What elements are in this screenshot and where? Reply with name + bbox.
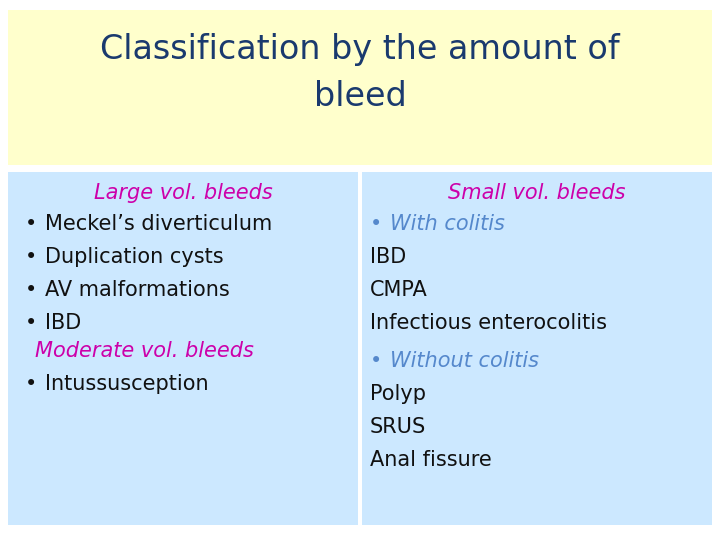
Text: •: •	[25, 374, 37, 394]
Text: Infectious enterocolitis: Infectious enterocolitis	[370, 313, 607, 333]
Text: With colitis: With colitis	[390, 214, 505, 234]
Text: Intussusception: Intussusception	[45, 374, 209, 394]
Text: •: •	[25, 247, 37, 267]
Text: SRUS: SRUS	[370, 417, 426, 437]
FancyBboxPatch shape	[362, 172, 712, 525]
Text: IBD: IBD	[45, 313, 81, 333]
Text: Classification by the amount of: Classification by the amount of	[100, 33, 620, 66]
Text: Polyp: Polyp	[370, 384, 426, 404]
Text: •: •	[370, 214, 382, 234]
Text: Meckel’s diverticulum: Meckel’s diverticulum	[45, 214, 272, 234]
Text: CMPA: CMPA	[370, 280, 428, 300]
Text: Duplication cysts: Duplication cysts	[45, 247, 224, 267]
Text: •: •	[25, 214, 37, 234]
Text: Small vol. bleeds: Small vol. bleeds	[449, 183, 626, 203]
Text: •: •	[370, 351, 382, 371]
Text: IBD: IBD	[370, 247, 406, 267]
FancyBboxPatch shape	[8, 10, 712, 165]
Text: •: •	[25, 280, 37, 300]
Text: Moderate vol. bleeds: Moderate vol. bleeds	[35, 341, 254, 361]
Text: Anal fissure: Anal fissure	[370, 450, 492, 470]
Text: Without colitis: Without colitis	[390, 351, 539, 371]
Text: •: •	[25, 313, 37, 333]
Text: Large vol. bleeds: Large vol. bleeds	[94, 183, 272, 203]
Text: AV malformations: AV malformations	[45, 280, 230, 300]
Text: bleed: bleed	[314, 80, 406, 113]
FancyBboxPatch shape	[8, 172, 358, 525]
